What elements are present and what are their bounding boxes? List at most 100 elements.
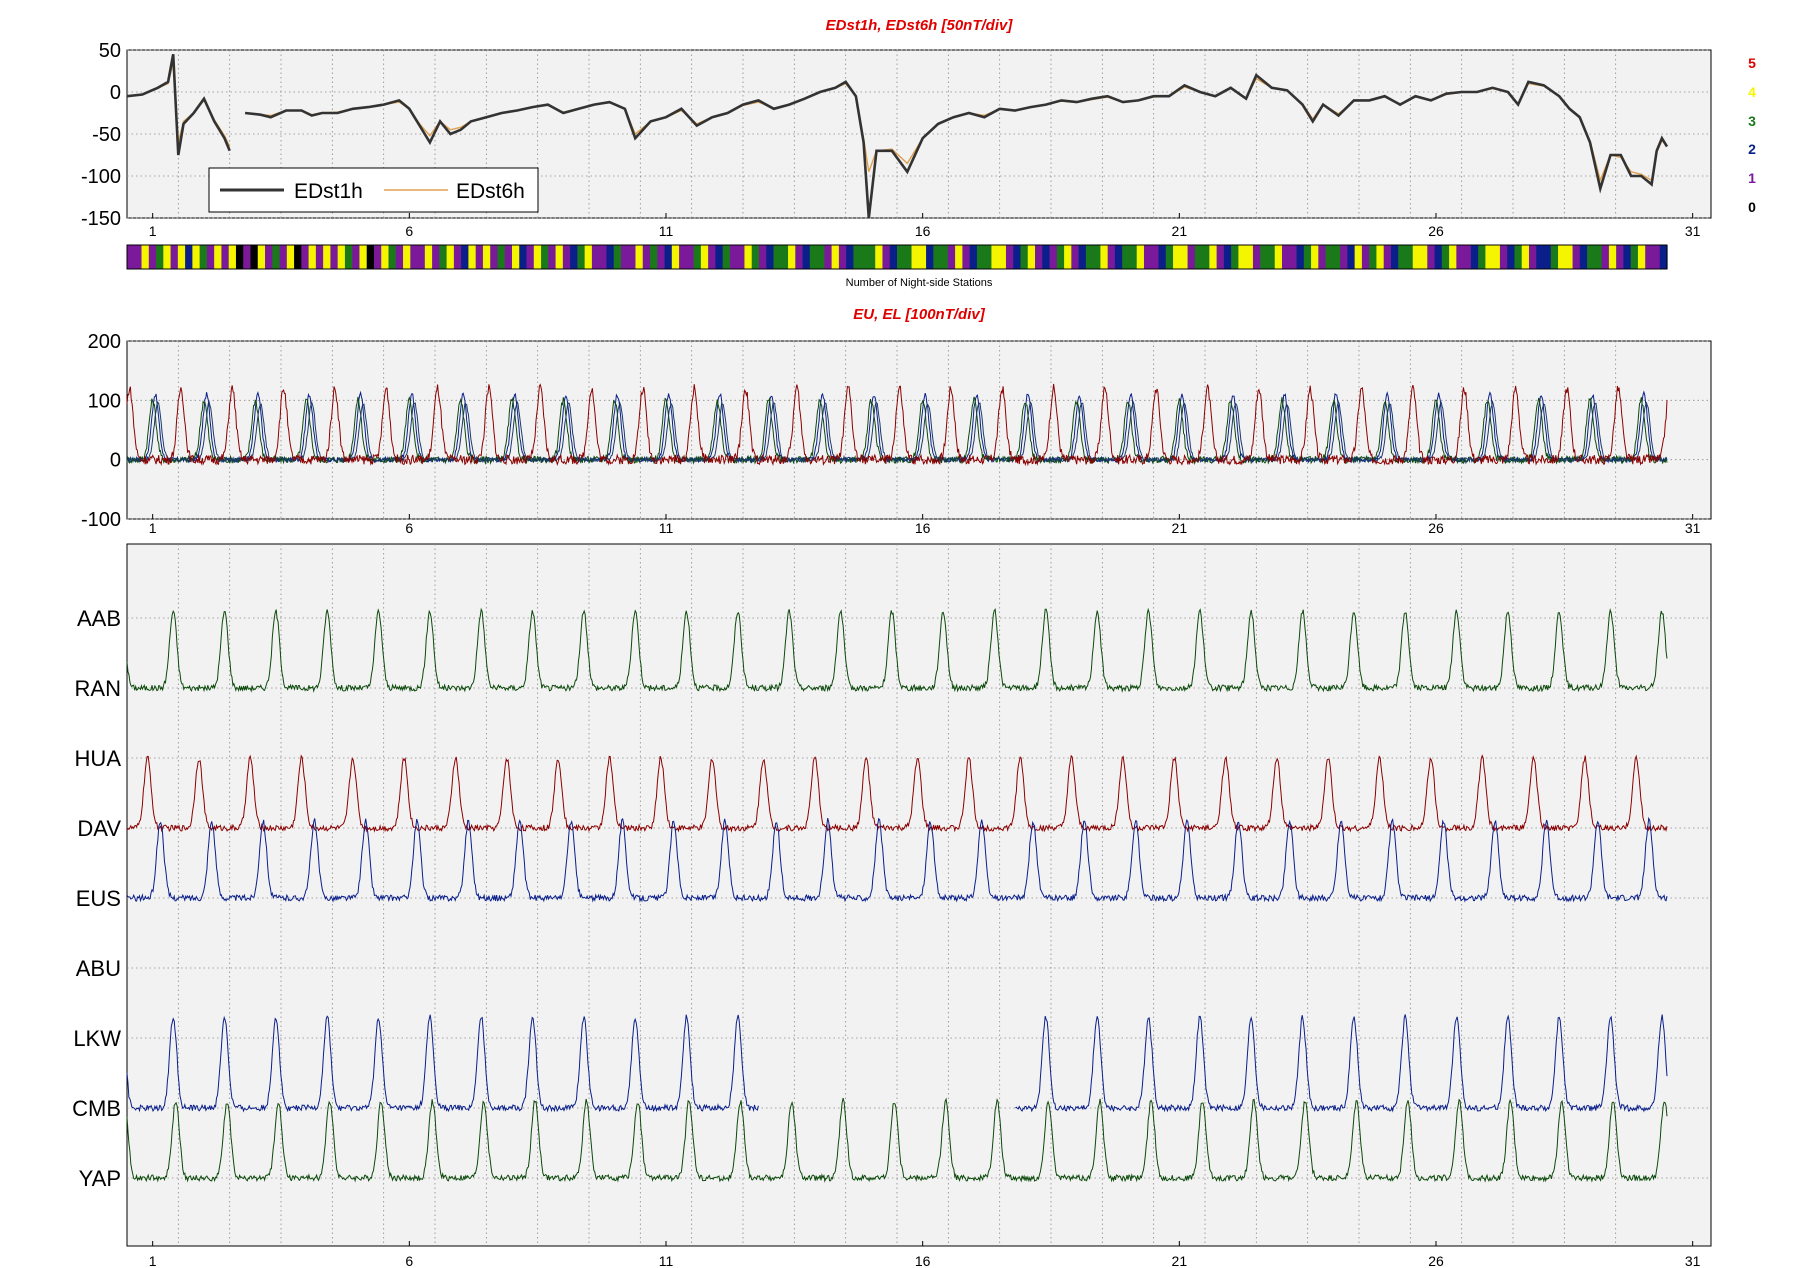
station-count-cell <box>758 245 767 269</box>
legend-label-edst6h: EDst6h <box>456 180 525 203</box>
station-count-cell <box>177 245 186 269</box>
station-count-cell <box>991 245 1000 269</box>
station-count-cell <box>802 245 811 269</box>
station-count-cell <box>1158 245 1167 269</box>
station-count-cell <box>1543 245 1552 269</box>
station-count-cell <box>1260 245 1269 269</box>
station-count-cell <box>359 245 368 269</box>
legend-level-5: 5 <box>1748 55 1756 71</box>
station-count-cell <box>1630 245 1639 269</box>
x-tick-label: 6 <box>405 223 413 239</box>
station-count-cell <box>562 245 571 269</box>
station-count-cell <box>192 245 201 269</box>
station-count-cell <box>381 245 390 269</box>
station-count-cell <box>635 245 644 269</box>
station-count-cell <box>904 245 913 269</box>
y-tick-label: 50 <box>99 40 121 62</box>
station-count-cell <box>642 245 651 269</box>
station-count-cell <box>1492 245 1501 269</box>
station-count-cell <box>134 245 143 269</box>
station-count-cell <box>1485 245 1494 269</box>
station-count-cell <box>1645 245 1654 269</box>
station-count-cell <box>657 245 666 269</box>
station-label: AAB <box>77 606 121 631</box>
station-label: CMB <box>72 1096 121 1121</box>
station-count-cell <box>1114 245 1123 269</box>
station-count-cell <box>1652 245 1661 269</box>
station-count-cell <box>1282 245 1290 269</box>
station-count-cell <box>1238 245 1247 269</box>
station-count-cell <box>577 245 586 269</box>
station-count-cell <box>308 245 317 269</box>
eu-el-y-ticks: 200 100 0 -100 <box>81 331 121 531</box>
station-count-cell <box>1521 245 1530 269</box>
x-tick-label: 16 <box>915 223 931 239</box>
station-count-cell <box>809 245 818 269</box>
station-count-cell <box>1659 245 1668 269</box>
station-count-cell <box>1151 245 1160 269</box>
station-count-cell <box>395 245 404 269</box>
station-count-cell <box>1202 245 1210 269</box>
x-tick-label: 1 <box>149 1253 157 1268</box>
station-count-cell <box>504 245 513 269</box>
x-tick-label: 21 <box>1172 1253 1188 1268</box>
station-count-cell <box>788 245 796 269</box>
station-count-cell <box>1231 245 1240 269</box>
y-tick-label: -100 <box>81 166 121 188</box>
station-count-cell <box>780 245 789 269</box>
x-tick-label: 26 <box>1428 520 1444 536</box>
station-count-cell <box>1194 245 1203 269</box>
station-count-cell <box>424 245 433 269</box>
station-count-cell <box>1013 245 1022 269</box>
station-count-cell <box>671 245 680 269</box>
station-count-cell <box>1187 245 1196 269</box>
station-count-cell <box>1536 245 1545 269</box>
station-count-cell <box>214 245 223 269</box>
x-tick-label: 11 <box>659 1253 674 1268</box>
station-count-cell <box>1507 245 1516 269</box>
station-count-cell <box>1216 245 1225 269</box>
station-count-cell <box>1565 245 1574 269</box>
station-series-hua <box>126 754 1668 833</box>
station-count-cell <box>1361 245 1370 269</box>
station-count-cell <box>1129 245 1138 269</box>
station-count-cell <box>599 245 608 269</box>
y-tick-label: 0 <box>110 450 121 472</box>
station-count-cell <box>1085 245 1094 269</box>
station-count-cell <box>1594 245 1603 269</box>
station-count-cell <box>933 245 942 269</box>
station-count-cell <box>330 245 339 269</box>
station-count-cell <box>1340 245 1348 269</box>
station-count-cell <box>272 245 281 269</box>
station-count-cell <box>453 245 462 269</box>
station-count-cell <box>265 245 273 269</box>
station-count-cell <box>650 245 658 269</box>
station-count-cell <box>221 245 230 269</box>
station-count-cell <box>1637 245 1646 269</box>
station-count-cell <box>1550 245 1559 269</box>
station-count-cell <box>911 245 920 269</box>
station-count-cell <box>606 245 615 269</box>
station-count-cell <box>1056 245 1065 269</box>
y-tick-label: -100 <box>81 509 121 531</box>
station-count-cell <box>497 245 506 269</box>
x-tick-label: 6 <box>405 1253 413 1268</box>
station-count-cell <box>1005 245 1014 269</box>
y-tick-label: -50 <box>92 124 121 146</box>
station-count-cell <box>337 245 346 269</box>
x-tick-label: 11 <box>659 223 674 239</box>
station-count-cell <box>519 245 528 269</box>
station-count-cell <box>461 245 470 269</box>
station-count-cell <box>1420 245 1428 269</box>
station-count-cell <box>1325 245 1334 269</box>
station-count-cell <box>1441 245 1450 269</box>
station-count-cell <box>955 245 963 269</box>
station-count-cell <box>1071 245 1080 269</box>
station-label: ABU <box>76 956 121 981</box>
station-count-cell <box>664 245 673 269</box>
station-count-cell <box>926 245 934 269</box>
station-count-cell <box>279 245 288 269</box>
station-count-cell <box>1035 245 1043 269</box>
x-tick-label: 26 <box>1428 223 1444 239</box>
station-count-cell <box>751 245 760 269</box>
